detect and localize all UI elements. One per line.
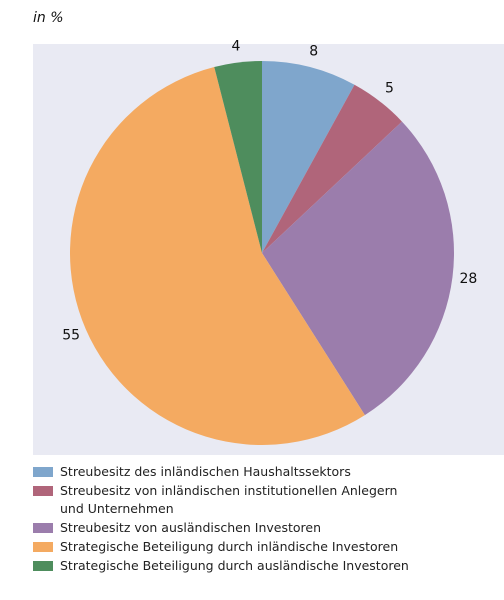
legend: Streubesitz des inländischen Haushaltsse…: [33, 463, 411, 576]
pie-slice: [70, 67, 365, 445]
data-label: 4: [231, 39, 240, 55]
legend-label: Strategische Beteiligung durch ausländis…: [60, 558, 409, 573]
legend-item: Streubesitz von inländischen institution…: [33, 482, 411, 518]
legend-item: Strategische Beteiligung durch ausländis…: [33, 557, 411, 575]
data-label: 28: [459, 271, 477, 287]
pie-slice: [214, 61, 262, 253]
legend-item: Streubesitz des inländischen Haushaltsse…: [33, 463, 411, 481]
legend-label: Streubesitz des inländischen Haushaltsse…: [60, 464, 351, 479]
data-label: 8: [309, 44, 318, 60]
chart: in % 8 5 28 55 4: [33, 10, 504, 455]
pie-slice: [262, 84, 402, 253]
legend-swatch: [33, 467, 53, 477]
legend-label: Strategische Beteiligung durch inländisc…: [60, 539, 399, 554]
legend-item: Streubesitz von ausländischen Investoren: [33, 519, 411, 537]
legend-swatch: [33, 523, 53, 533]
legend-swatch: [33, 561, 53, 571]
legend-label: Streubesitz von ausländischen Investoren: [60, 520, 321, 535]
data-label: 5: [385, 81, 394, 97]
legend-swatch: [33, 486, 53, 496]
pie-slice: [262, 121, 454, 416]
legend-item: Strategische Beteiligung durch inländisc…: [33, 538, 411, 556]
subtitle: in %: [33, 10, 64, 26]
pie-slice: [262, 61, 355, 253]
legend-label: Streubesitz von inländischen institution…: [60, 483, 398, 516]
legend-swatch: [33, 542, 53, 552]
data-label: 55: [62, 328, 80, 344]
